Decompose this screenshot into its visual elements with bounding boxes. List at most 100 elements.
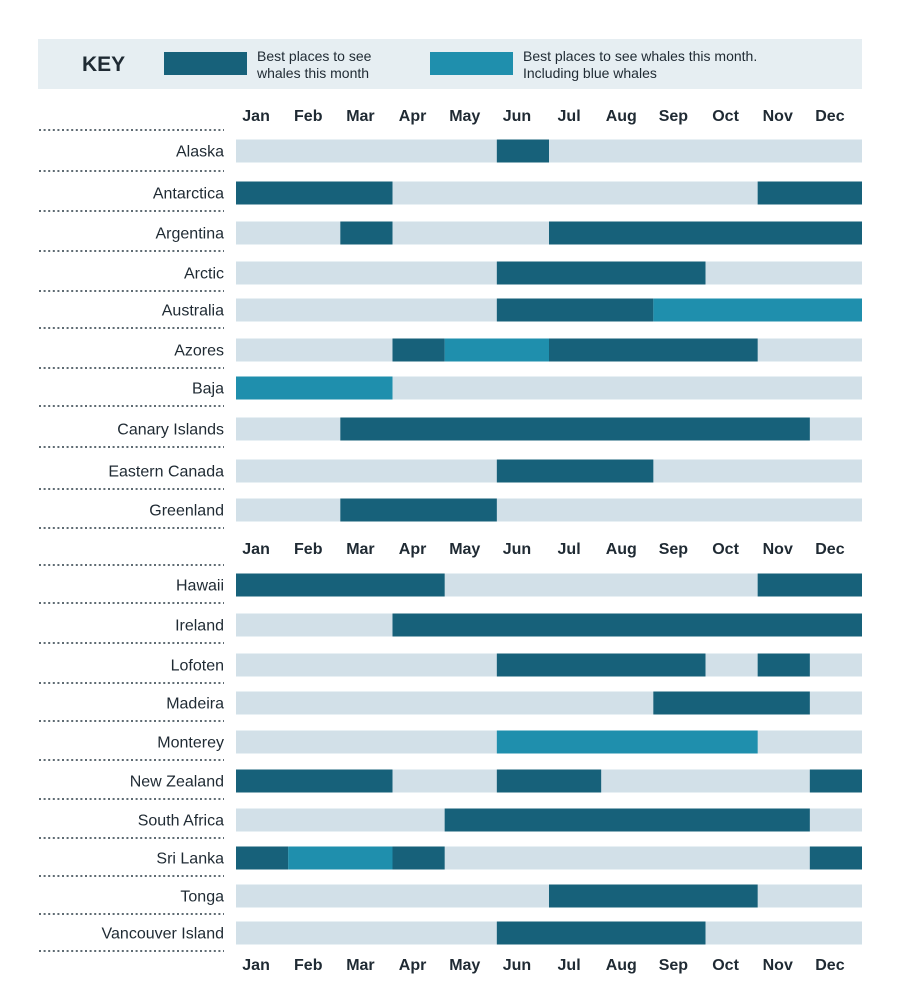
month-label-dec: Dec bbox=[815, 541, 844, 558]
month-label-aug: Aug bbox=[606, 957, 637, 974]
location-label-tonga: Tonga bbox=[180, 889, 224, 906]
location-label-antarctica: Antarctica bbox=[153, 186, 224, 203]
legend-label-blue-line2: Including blue whales bbox=[523, 65, 657, 81]
season-bar-sri-lanka-blue bbox=[288, 846, 393, 870]
legend-swatch-best bbox=[164, 52, 247, 75]
location-label-monterey: Monterey bbox=[157, 735, 224, 752]
month-label-jan: Jan bbox=[242, 957, 270, 974]
season-bar-eastern-canada-best bbox=[496, 459, 654, 483]
location-label-madeira: Madeira bbox=[166, 696, 224, 713]
legend-label-blue-line1: Best places to see whales this month. bbox=[523, 48, 758, 64]
location-label-arctic: Arctic bbox=[184, 266, 224, 283]
month-label-mar: Mar bbox=[346, 541, 374, 558]
season-bar-new-zealand-best bbox=[809, 769, 862, 793]
month-label-jul: Jul bbox=[558, 108, 581, 125]
season-bar-lofoten-best bbox=[757, 653, 810, 677]
month-label-nov: Nov bbox=[763, 957, 793, 974]
season-bar-alaska-best bbox=[496, 139, 549, 163]
location-label-south-africa: South Africa bbox=[138, 813, 224, 830]
season-bar-azores-best bbox=[392, 338, 445, 362]
location-label-alaska: Alaska bbox=[176, 144, 224, 161]
season-bar-hawaii-best bbox=[757, 573, 862, 597]
month-label-feb: Feb bbox=[294, 957, 323, 974]
month-label-dec: Dec bbox=[815, 957, 844, 974]
season-bar-antarctica-best bbox=[757, 181, 862, 205]
month-label-feb: Feb bbox=[294, 541, 323, 558]
season-bar-lofoten-best bbox=[496, 653, 706, 677]
month-label-sep: Sep bbox=[659, 541, 689, 558]
location-label-argentina: Argentina bbox=[156, 226, 225, 243]
timeline-track-greenland bbox=[236, 498, 862, 522]
month-label-nov: Nov bbox=[763, 541, 793, 558]
month-label-may: May bbox=[449, 541, 480, 558]
month-label-feb: Feb bbox=[294, 108, 323, 125]
location-label-eastern-canada: Eastern Canada bbox=[108, 464, 224, 481]
season-bar-antarctica-best bbox=[236, 181, 393, 205]
month-label-apr: Apr bbox=[399, 541, 427, 558]
season-bar-new-zealand-best bbox=[236, 769, 393, 793]
location-label-hawaii: Hawaii bbox=[176, 578, 224, 595]
month-label-apr: Apr bbox=[399, 957, 427, 974]
month-label-mar: Mar bbox=[346, 957, 374, 974]
location-label-greenland: Greenland bbox=[149, 503, 224, 520]
month-label-jan: Jan bbox=[242, 108, 270, 125]
month-label-aug: Aug bbox=[606, 108, 637, 125]
season-bar-ireland-best bbox=[392, 613, 862, 637]
month-label-jun: Jun bbox=[503, 957, 531, 974]
location-label-vancouver-island: Vancouver Island bbox=[102, 926, 224, 943]
key-panel: KEY Best places to see whales this month… bbox=[38, 39, 862, 89]
month-label-dec: Dec bbox=[815, 108, 844, 125]
key-title: KEY bbox=[82, 53, 126, 76]
legend-swatch-blue bbox=[430, 52, 513, 75]
season-bar-azores-blue bbox=[444, 338, 549, 362]
location-label-lofoten: Lofoten bbox=[171, 658, 224, 675]
season-bar-south-africa-best bbox=[444, 808, 810, 832]
month-label-may: May bbox=[449, 957, 480, 974]
month-label-jul: Jul bbox=[558, 957, 581, 974]
season-bar-new-zealand-best bbox=[496, 769, 602, 793]
season-bar-tonga-best bbox=[549, 884, 758, 908]
month-label-nov: Nov bbox=[763, 108, 793, 125]
location-label-ireland: Ireland bbox=[175, 618, 224, 635]
month-label-oct: Oct bbox=[712, 108, 739, 125]
month-label-oct: Oct bbox=[712, 541, 739, 558]
season-bar-vancouver-island-best bbox=[496, 921, 706, 945]
season-bar-baja-blue bbox=[236, 376, 393, 400]
season-bar-greenland-best bbox=[340, 498, 497, 522]
location-label-new-zealand: New Zealand bbox=[130, 774, 224, 791]
location-label-baja: Baja bbox=[192, 381, 224, 398]
month-label-jul: Jul bbox=[558, 541, 581, 558]
month-label-aug: Aug bbox=[606, 541, 637, 558]
legend-label-best-line2: whales this month bbox=[257, 65, 370, 81]
month-label-oct: Oct bbox=[712, 957, 739, 974]
season-bar-argentina-best bbox=[549, 221, 862, 245]
month-label-jan: Jan bbox=[242, 541, 270, 558]
season-bar-australia-best bbox=[496, 298, 654, 322]
legend-label-blue: Best places to see whales this month. In… bbox=[523, 48, 757, 82]
season-bar-arctic-best bbox=[496, 261, 706, 285]
season-bar-sri-lanka-best bbox=[809, 846, 862, 870]
season-bar-australia-blue bbox=[653, 298, 862, 322]
month-label-sep: Sep bbox=[659, 957, 689, 974]
month-label-apr: Apr bbox=[399, 108, 427, 125]
season-bar-argentina-best bbox=[340, 221, 393, 245]
location-label-australia: Australia bbox=[162, 303, 224, 320]
month-label-jun: Jun bbox=[503, 108, 531, 125]
location-label-canary-islands: Canary Islands bbox=[117, 422, 224, 439]
season-bar-sri-lanka-best bbox=[392, 846, 445, 870]
season-bar-hawaii-best bbox=[236, 573, 445, 597]
month-label-may: May bbox=[449, 108, 480, 125]
month-label-mar: Mar bbox=[346, 108, 374, 125]
season-bar-madeira-best bbox=[653, 691, 810, 715]
legend-label-best: Best places to see whales this month bbox=[257, 48, 371, 82]
season-bar-canary-islands-best bbox=[340, 417, 810, 441]
location-label-azores: Azores bbox=[174, 343, 224, 360]
season-bar-sri-lanka-best bbox=[236, 846, 289, 870]
location-label-sri-lanka: Sri Lanka bbox=[156, 851, 224, 868]
month-label-jun: Jun bbox=[503, 541, 531, 558]
season-bar-monterey-blue bbox=[496, 730, 758, 754]
legend-label-best-line1: Best places to see bbox=[257, 48, 372, 64]
month-label-sep: Sep bbox=[659, 108, 689, 125]
season-bar-azores-best bbox=[549, 338, 758, 362]
